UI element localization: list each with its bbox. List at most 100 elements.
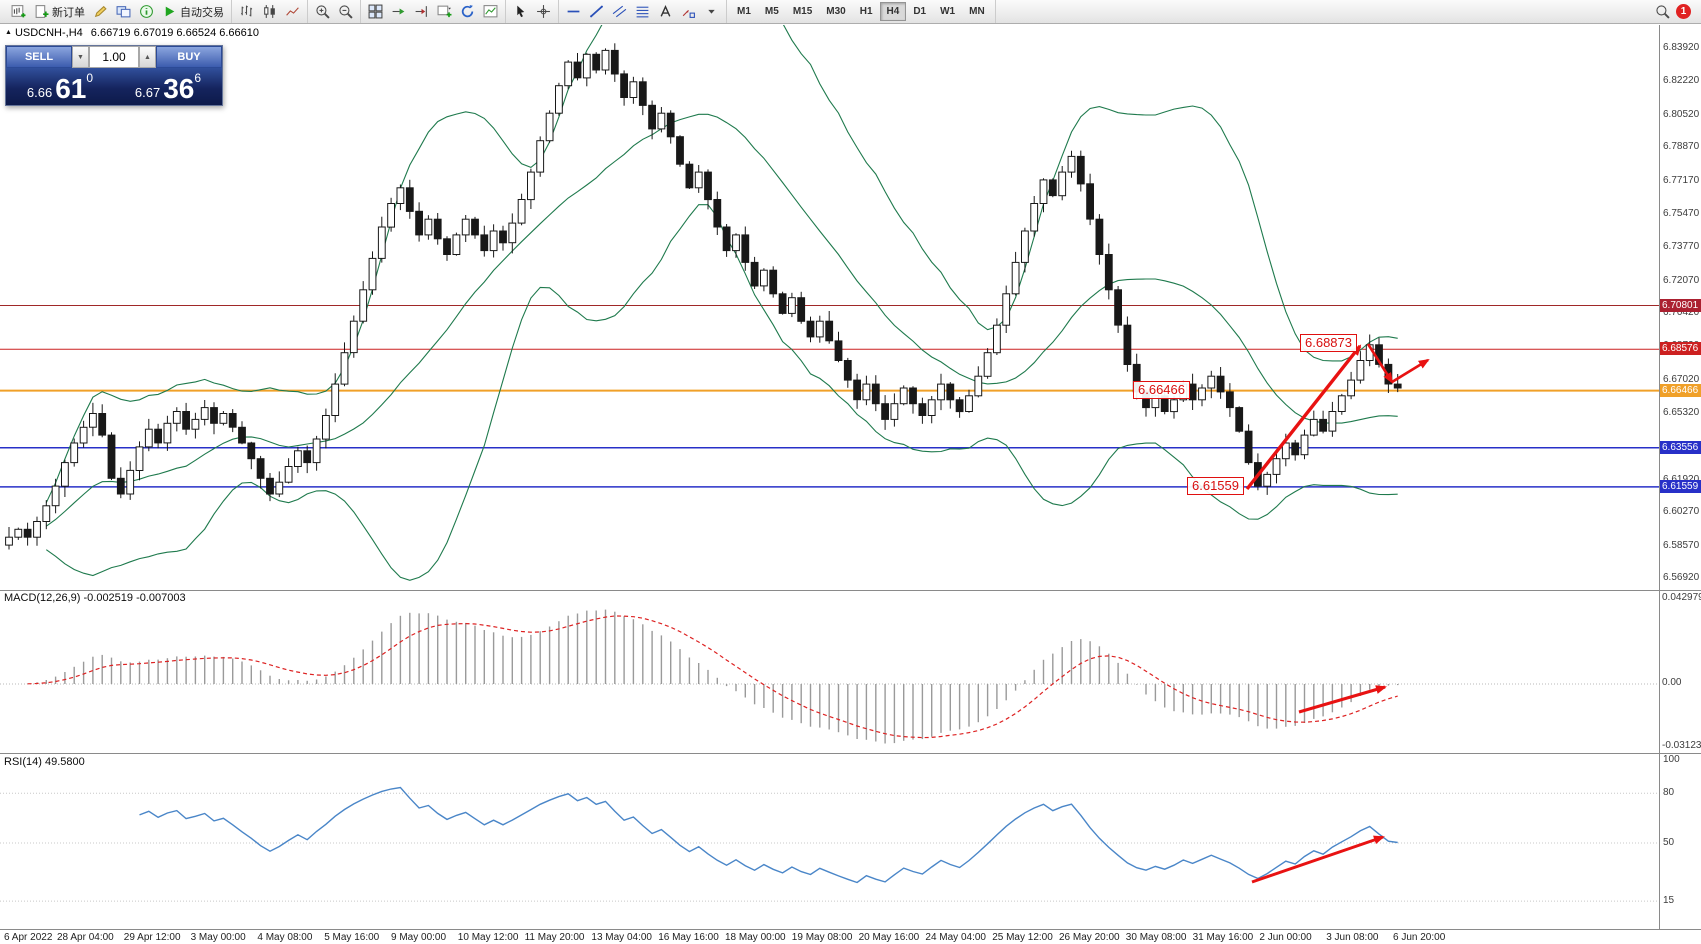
autotrading-button[interactable]: 自动交易	[158, 2, 228, 22]
chevron-down-icon	[704, 4, 719, 19]
data-window-button[interactable]	[135, 2, 158, 22]
shift-icon	[414, 4, 429, 19]
volume-increase-button[interactable]: ▲	[139, 46, 156, 68]
price-level-label: 6.63556	[1660, 440, 1701, 454]
new-order-button[interactable]: 新订单	[30, 2, 89, 22]
sell-price[interactable]: 6.66 61 0	[6, 68, 114, 105]
volume-input[interactable]	[89, 46, 139, 68]
price-level-label: 6.61559	[1660, 479, 1701, 493]
channel-icon	[612, 4, 627, 19]
crosshair-button[interactable]	[532, 2, 555, 22]
price-tick-label: 6.82220	[1663, 75, 1700, 87]
zoom-in-icon	[315, 4, 330, 19]
macd-panel[interactable]	[0, 590, 1659, 753]
cursor-icon	[513, 4, 528, 19]
zoom-in-button[interactable]	[311, 2, 334, 22]
tile-windows-button[interactable]	[364, 2, 387, 22]
timeframe-m1-button[interactable]: M1	[737, 6, 751, 17]
search-button[interactable]	[1651, 2, 1674, 22]
toolbar: 新订单 自动交易 M1 M5 M15 M30 H1 H4 D1 W1 MN 1	[0, 0, 1701, 24]
zoom-out-button[interactable]	[334, 2, 357, 22]
chart-shift-button[interactable]	[410, 2, 433, 22]
autotrade-play-icon	[162, 4, 177, 19]
price-annotation[interactable]: 6.66466	[1133, 381, 1190, 399]
timeframe-w1-button[interactable]: W1	[940, 6, 956, 17]
fibonacci-button[interactable]	[631, 2, 654, 22]
tile-icon	[368, 4, 383, 19]
fibo-icon	[635, 4, 650, 19]
profiles-icon	[116, 4, 131, 19]
cursor-button[interactable]	[509, 2, 532, 22]
timeframe-mn-button[interactable]: MN	[969, 6, 985, 17]
horizontal-line-button[interactable]	[562, 2, 585, 22]
macd-title: MACD(12,26,9) -0.002519 -0.007003	[4, 592, 186, 604]
timeframe-m30-button[interactable]: M30	[826, 6, 846, 17]
channel-button[interactable]	[608, 2, 631, 22]
toolbar-group: 新订单 自动交易	[4, 0, 232, 23]
timeframe-h1-button[interactable]: H1	[859, 6, 873, 17]
crosshair-icon	[536, 4, 551, 19]
bars-chart-button[interactable]	[235, 2, 258, 22]
price-annotation[interactable]: 6.61559	[1187, 477, 1244, 495]
tools-dropdown-button[interactable]	[700, 2, 723, 22]
new-chart-button[interactable]	[7, 2, 30, 22]
price-tick-label: 6.70420	[1663, 307, 1700, 318]
macd-values: -0.002519 -0.007003	[83, 592, 186, 604]
toolbar-group	[361, 0, 506, 23]
timeframe-h4-button[interactable]: H4	[879, 2, 907, 21]
time-axis[interactable]	[0, 929, 1701, 944]
price-tick-label: 6.78870	[1663, 141, 1700, 153]
notification-badge[interactable]: 1	[1676, 4, 1691, 19]
sell-price-big: 61	[55, 73, 87, 104]
timeframe-m15-button[interactable]: M15	[792, 6, 813, 17]
price-tick-label: 6.75470	[1663, 207, 1700, 219]
price-tick-label: 6.56920	[1663, 572, 1700, 583]
macd-axis-label: 0.042979	[1662, 592, 1701, 603]
sell-price-sup: 0	[86, 71, 94, 85]
rsi-value: 49.5800	[44, 756, 85, 768]
new-order-button-label: 新订单	[52, 6, 85, 19]
auto-scroll-button[interactable]	[387, 2, 410, 22]
price-annotation[interactable]: 6.68873	[1300, 334, 1357, 352]
price-tick-label: 6.80520	[1663, 108, 1700, 120]
new-window-icon	[437, 4, 452, 19]
line-chart-button[interactable]	[281, 2, 304, 22]
sell-button[interactable]: SELL	[6, 46, 72, 68]
rsi-axis-label: 100	[1663, 754, 1680, 765]
indicators-button[interactable]	[479, 2, 502, 22]
buy-button[interactable]: BUY	[156, 46, 222, 68]
macd-axis-label: 0.00	[1662, 677, 1682, 688]
buy-price[interactable]: 6.67 36 6	[114, 68, 222, 105]
profiles-button[interactable]	[112, 2, 135, 22]
bars-icon	[239, 4, 254, 19]
price-level-label: 6.70801	[1660, 298, 1701, 312]
trendline-icon	[589, 4, 604, 19]
rsi-panel[interactable]	[0, 753, 1659, 929]
hline-icon	[566, 4, 581, 19]
price-tick-label: 6.83920	[1663, 42, 1700, 53]
timeframe-d1-button[interactable]: D1	[913, 6, 927, 17]
candlestick-chart-button[interactable]	[258, 2, 281, 22]
price-level-label: 6.66466	[1660, 383, 1701, 397]
timeframe-m5-button[interactable]: M5	[764, 6, 779, 17]
new-chart-dropdown-button[interactable]	[433, 2, 456, 22]
toolbar-group	[506, 0, 559, 23]
chart-new-icon	[11, 4, 26, 19]
chart-header: ▲ USDCNH-,H4 6.66719 6.67019 6.66524 6.666…	[5, 27, 259, 39]
info-icon	[139, 4, 154, 19]
volume-decrease-button[interactable]: ▼	[72, 46, 89, 68]
chart-area[interactable]	[0, 24, 1659, 590]
price-tick-label: 6.73770	[1663, 241, 1700, 253]
collapse-triangle-icon: ▲	[5, 29, 12, 36]
text-label-button[interactable]	[654, 2, 677, 22]
refresh-button[interactable]	[456, 2, 479, 22]
rsi-axis-label: 50	[1663, 837, 1675, 848]
trendline-button[interactable]	[585, 2, 608, 22]
metaeditor-button[interactable]	[89, 2, 112, 22]
price-tick-label: 6.58570	[1663, 539, 1700, 551]
line-icon	[285, 4, 300, 19]
arrows-button[interactable]	[677, 2, 700, 22]
shapes-icon	[681, 4, 696, 19]
toolbar-groups: 新订单 自动交易 M1 M5 M15 M30 H1 H4 D1 W1 MN	[4, 0, 996, 23]
text-icon	[658, 4, 673, 19]
